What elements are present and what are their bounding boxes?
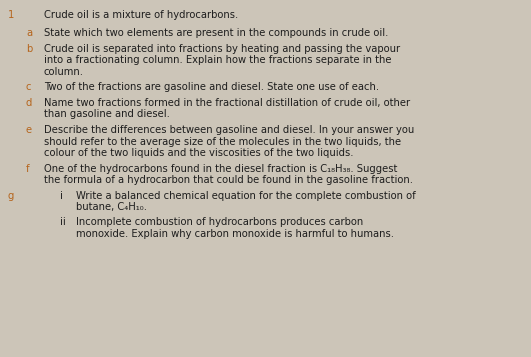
Text: Crude oil is a mixture of hydrocarbons.: Crude oil is a mixture of hydrocarbons. [44,10,238,20]
Text: than gasoline and diesel.: than gasoline and diesel. [44,110,170,120]
Text: e: e [26,125,32,135]
Text: c: c [26,82,31,92]
Text: butane, C₄H₁₀.: butane, C₄H₁₀. [76,202,147,212]
Text: State which two elements are present in the compounds in crude oil.: State which two elements are present in … [44,29,388,39]
Text: column.: column. [44,67,84,77]
Text: Two of the fractions are gasoline and diesel. State one use of each.: Two of the fractions are gasoline and di… [44,82,379,92]
Text: monoxide. Explain why carbon monoxide is harmful to humans.: monoxide. Explain why carbon monoxide is… [76,228,394,238]
Text: Name two fractions formed in the fractional distillation of crude oil, other: Name two fractions formed in the fractio… [44,98,410,108]
Text: One of the hydrocarbons found in the diesel fraction is C₁₈H₃₈. Suggest: One of the hydrocarbons found in the die… [44,164,397,174]
Text: colour of the two liquids and the viscosities of the two liquids.: colour of the two liquids and the viscos… [44,148,354,158]
Text: f: f [26,164,30,174]
Text: Crude oil is separated into fractions by heating and passing the vapour: Crude oil is separated into fractions by… [44,44,400,54]
Text: i: i [60,191,63,201]
Text: Incomplete combustion of hydrocarbons produces carbon: Incomplete combustion of hydrocarbons pr… [76,217,363,227]
Text: a: a [26,29,32,39]
Text: ii: ii [60,217,66,227]
Text: Describe the differences between gasoline and diesel. In your answer you: Describe the differences between gasolin… [44,125,414,135]
Text: the formula of a hydrocarbon that could be found in the gasoline fraction.: the formula of a hydrocarbon that could … [44,175,413,185]
Text: b: b [26,44,32,54]
Text: into a fractionating column. Explain how the fractions separate in the: into a fractionating column. Explain how… [44,55,391,65]
Text: Write a balanced chemical equation for the complete combustion of: Write a balanced chemical equation for t… [76,191,416,201]
Text: should refer to the average size of the molecules in the two liquids, the: should refer to the average size of the … [44,136,401,146]
Text: d: d [26,98,32,108]
Text: 1: 1 [8,10,14,20]
Text: g: g [8,191,14,201]
